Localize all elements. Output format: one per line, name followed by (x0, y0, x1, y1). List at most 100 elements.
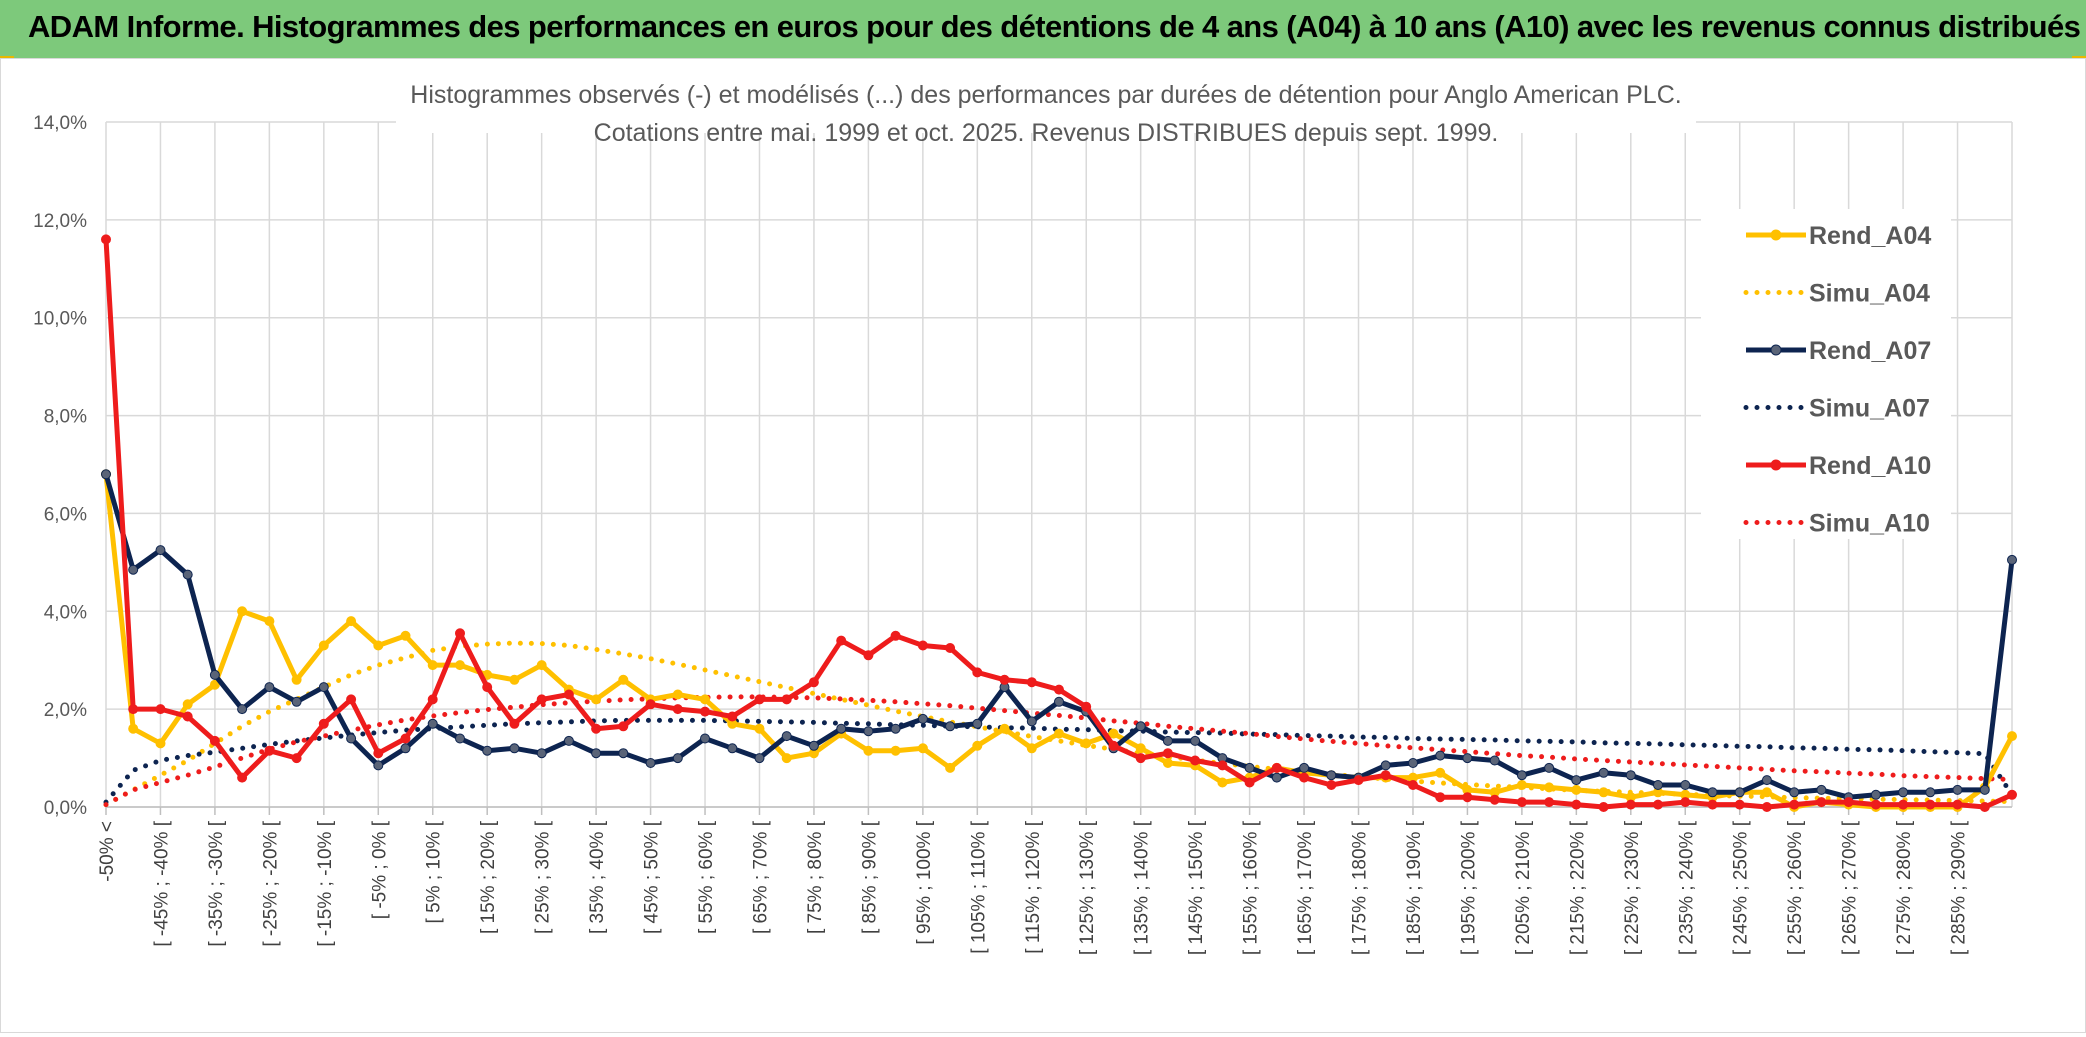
data-point (1380, 760, 1391, 771)
data-point (1598, 767, 1609, 778)
data-point (1898, 787, 1909, 798)
x-tick-label: [ 235% ; 240% [ (1676, 820, 1697, 955)
x-tick-label: [ 275% ; 280% [ (1894, 820, 1915, 955)
chart-legend: Rend_A04 Simu_A04 Rend_A07 Simu_A07 Rend_A10… (1701, 209, 1951, 539)
data-point (2007, 731, 2017, 742)
data-point (1271, 772, 1282, 783)
data-point (700, 694, 710, 705)
data-point (754, 723, 765, 734)
data-point (455, 733, 465, 744)
data-point (155, 738, 166, 749)
data-point (645, 758, 656, 768)
data-point (1026, 716, 1037, 727)
chart-title-line1: Histogrammes observés (-) et modélisés (… (410, 81, 1681, 109)
data-point (1898, 799, 1909, 810)
data-point (1870, 789, 1881, 800)
data-point (1516, 797, 1527, 808)
data-point (264, 745, 275, 756)
data-point (291, 753, 302, 764)
data-point (1190, 735, 1201, 746)
x-tick-label: [ 225% ; 230% [ (1622, 820, 1643, 955)
legend-label: Rend_A07 (1809, 337, 1931, 365)
data-point (1054, 728, 1064, 739)
y-tick-label: 14,0% (33, 113, 87, 134)
data-point (182, 699, 193, 710)
data-point (1789, 787, 1800, 798)
y-tick-label: 0,0% (44, 798, 87, 819)
data-point (1299, 762, 1310, 773)
data-point (836, 635, 847, 646)
data-point (346, 733, 357, 744)
legend-label: Rend_A10 (1809, 452, 1931, 480)
data-point (1244, 762, 1255, 773)
data-point (1544, 782, 1555, 793)
data-point (1353, 775, 1364, 786)
data-point (700, 706, 710, 717)
data-point (182, 569, 193, 580)
data-point (346, 616, 357, 627)
data-point (509, 718, 520, 729)
data-point (237, 772, 248, 783)
x-tick-label: [ 45% ; 50% [ (642, 820, 663, 934)
x-tick-label: [ 135% ; 140% [ (1132, 820, 1153, 955)
x-tick-label: [ 185% ; 190% [ (1404, 820, 1425, 955)
data-point (1435, 750, 1446, 761)
data-point (618, 721, 629, 732)
data-point (209, 669, 220, 680)
data-point (427, 660, 438, 671)
data-point (1925, 787, 1936, 798)
data-point (482, 682, 493, 693)
data-point (1026, 743, 1037, 754)
data-point (1707, 787, 1718, 798)
x-tick-label: [ 75% ; 80% [ (805, 820, 826, 934)
legend-label: Rend_A04 (1809, 222, 1931, 250)
data-point (1979, 784, 1990, 795)
data-point (1598, 802, 1609, 812)
y-axis-ticks: 0,0% 2,0% 4,0% 6,0% 8,0% 10,0% 12,0% 14,0% (33, 113, 87, 819)
x-tick-label: [ -5% ; 0% [ (369, 820, 390, 919)
data-point (1326, 770, 1337, 781)
chart-title-line2: Cotations entre mai. 1999 et oct. 2025. … (594, 119, 1499, 147)
data-point (890, 745, 901, 756)
data-point (1598, 787, 1609, 798)
data-point (1190, 755, 1201, 766)
data-point (1625, 799, 1636, 810)
data-point (945, 643, 956, 653)
data-point (591, 694, 602, 705)
y-tick-label: 4,0% (44, 602, 87, 623)
data-point (1952, 784, 1963, 795)
data-point (291, 696, 302, 707)
x-tick-label: [ 115% ; 120% [ (1023, 820, 1044, 953)
data-point (563, 689, 574, 700)
data-point (1244, 777, 1255, 788)
data-point (1516, 770, 1527, 781)
header-banner: ADAM Informe. Histogrammes des performan… (0, 0, 2086, 60)
data-point (264, 616, 275, 627)
data-point (1680, 780, 1691, 790)
data-point (1108, 728, 1119, 739)
series-line-simu_a07 (103, 717, 2015, 805)
x-tick-label: [ 25% ; 30% [ (533, 820, 554, 934)
data-point (400, 733, 411, 744)
data-point (1026, 677, 1037, 688)
data-point (1326, 780, 1337, 790)
line-chart: 0,0% 2,0% 4,0% 6,0% 8,0% 10,0% 12,0% 14,0% -50%… (33, 63, 2017, 955)
data-point (209, 735, 220, 746)
x-tick-label: [ 95% ; 100% [ (914, 820, 935, 944)
data-point (2007, 554, 2017, 565)
data-point (1081, 701, 1092, 712)
data-point (836, 723, 847, 734)
chart-title-group: Histogrammes observés (-) et modélisés (… (396, 63, 1696, 147)
data-point (1571, 775, 1582, 786)
data-point (427, 694, 438, 705)
data-point (1135, 753, 1146, 764)
x-tick-label: [ 245% ; 250% [ (1731, 820, 1752, 955)
data-point (1734, 787, 1745, 798)
data-point (727, 711, 738, 722)
data-point (400, 743, 411, 754)
data-point (972, 740, 983, 751)
chart-area: 0,0% 2,0% 4,0% 6,0% 8,0% 10,0% 12,0% 14,0% -50%… (0, 58, 2086, 1033)
data-point (863, 745, 874, 756)
data-point (1081, 738, 1092, 749)
data-point (1571, 799, 1582, 810)
